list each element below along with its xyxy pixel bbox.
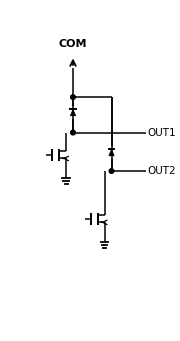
Text: OUT1: OUT1 bbox=[148, 128, 176, 137]
Polygon shape bbox=[109, 149, 114, 156]
Circle shape bbox=[109, 169, 114, 173]
Circle shape bbox=[71, 95, 75, 100]
Text: OUT2: OUT2 bbox=[148, 166, 176, 176]
Circle shape bbox=[71, 130, 75, 135]
Polygon shape bbox=[70, 109, 76, 116]
Text: COM: COM bbox=[59, 40, 87, 49]
